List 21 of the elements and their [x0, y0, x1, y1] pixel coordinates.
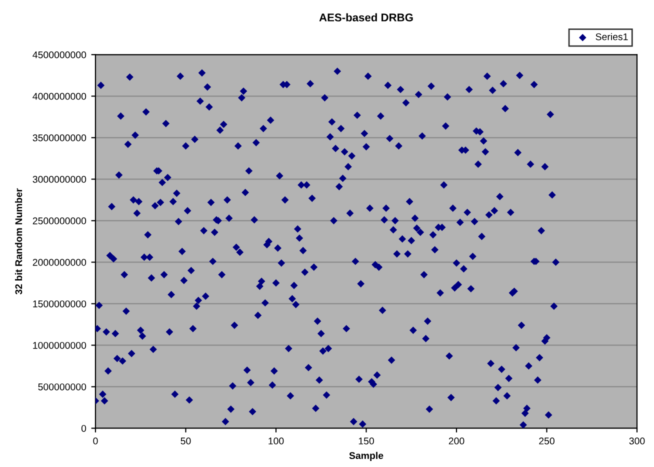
x-tick-label: 100 [268, 438, 284, 444]
x-tick-label: 50 [180, 438, 191, 444]
y-tick-label: 500000000 [38, 383, 86, 390]
y-tick-label: 1500000000 [33, 300, 86, 308]
y-tick-label: 1000000000 [33, 342, 86, 349]
y-tick-label: 2500000000 [32, 217, 86, 224]
y-tick-label: 4500000000 [32, 51, 86, 58]
x-tick-label: 0 [93, 438, 98, 444]
y-tick-label: 3000000000 [32, 176, 86, 183]
legend-label: Series1 [596, 33, 628, 40]
x-tick-label: 300 [629, 438, 645, 444]
y-tick-label: 0 [81, 424, 86, 432]
x-axis-title: Sample [349, 452, 384, 461]
x-tick-label: 150 [358, 438, 374, 444]
y-tick-label: 3500000000 [32, 134, 86, 142]
y-tick-label: 2000000000 [32, 258, 86, 266]
chart-title: AES-based DRBG [319, 13, 413, 22]
y-tick-label: 4000000000 [32, 92, 86, 100]
y-axis-title: 32 bit Random Number [14, 188, 22, 294]
x-tick-label: 200 [448, 438, 464, 444]
x-tick-label: 250 [539, 438, 554, 444]
